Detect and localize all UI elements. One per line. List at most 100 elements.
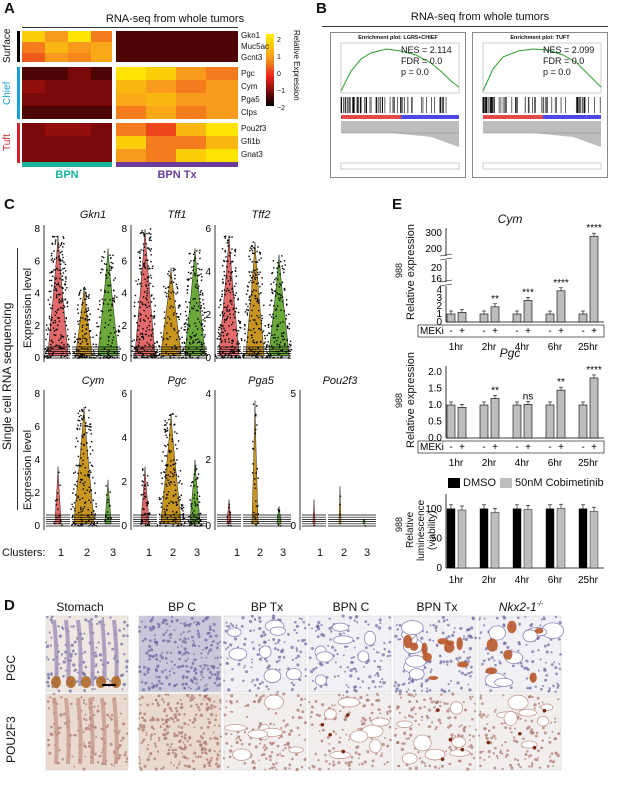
violin-point xyxy=(83,356,86,358)
gene-label: Pou2f3 xyxy=(241,124,267,133)
violin-point xyxy=(269,314,271,316)
histology-image xyxy=(478,693,562,771)
violin-point xyxy=(191,307,193,309)
heatmap-cell xyxy=(206,31,238,42)
violin-point xyxy=(85,338,88,341)
violin-point xyxy=(181,504,184,506)
violin-point xyxy=(160,336,163,338)
violin-point xyxy=(93,510,95,512)
violin-point xyxy=(61,335,64,338)
heatmap-cell xyxy=(22,80,45,93)
violin-point xyxy=(131,340,134,342)
violin-point xyxy=(62,272,65,274)
violin-point xyxy=(52,351,54,354)
violin-point xyxy=(59,259,62,261)
violin-point xyxy=(279,322,282,324)
violin-point xyxy=(106,356,109,358)
violin-point xyxy=(288,313,290,316)
violin-point xyxy=(235,356,237,358)
violin-point xyxy=(239,320,242,323)
violin-point xyxy=(104,519,106,522)
violin-point xyxy=(279,273,281,275)
violin-point xyxy=(163,491,165,493)
violin-ytick: 8 xyxy=(34,224,40,235)
violin-point xyxy=(169,484,171,486)
violin-point xyxy=(236,334,238,337)
violin-point xyxy=(194,479,197,481)
violin-point xyxy=(78,294,80,296)
violin-point xyxy=(166,427,168,429)
violin-point xyxy=(106,501,109,503)
violin-point xyxy=(220,328,222,330)
cym-ytick: 1 xyxy=(436,309,442,320)
violin-point xyxy=(231,287,233,289)
violin-point xyxy=(256,468,258,470)
violin-point xyxy=(190,336,193,338)
violin-point xyxy=(105,515,107,518)
violin-point xyxy=(84,467,87,469)
violin-point xyxy=(90,511,93,514)
violin-point xyxy=(266,334,268,337)
violin-point xyxy=(257,298,259,301)
violin-point xyxy=(81,330,84,332)
violin-point xyxy=(144,291,146,293)
violin-point xyxy=(182,349,184,351)
violin-point xyxy=(162,355,164,358)
violin-point xyxy=(142,508,144,510)
violin-point xyxy=(77,412,80,415)
violin-point xyxy=(52,322,55,324)
violin-point xyxy=(133,354,136,356)
violin-point xyxy=(148,267,151,269)
violin-point xyxy=(94,357,96,359)
heatmap-cell xyxy=(176,42,206,53)
heatmap-cell xyxy=(116,53,146,62)
violin-point xyxy=(203,325,206,327)
violin-point xyxy=(43,354,46,357)
violin-point xyxy=(165,445,167,448)
histology-image xyxy=(393,615,478,694)
violin-point xyxy=(142,338,145,340)
violin-point xyxy=(252,463,254,465)
violin-point xyxy=(192,260,195,262)
violin-point xyxy=(83,433,86,435)
violin-point xyxy=(78,415,81,418)
heatmap-cell xyxy=(146,80,176,93)
violin-point xyxy=(197,521,200,524)
violin-point xyxy=(286,339,288,341)
violin-point xyxy=(271,334,273,337)
violin-point xyxy=(168,270,170,273)
heatmap-cell xyxy=(176,93,206,106)
violin-point xyxy=(88,356,91,359)
violin-point xyxy=(80,414,82,417)
violin-point xyxy=(109,332,112,334)
violin-point xyxy=(90,471,92,474)
violin-point xyxy=(254,331,256,334)
violin-point xyxy=(57,243,60,245)
violin-point xyxy=(186,319,188,321)
violin-point xyxy=(164,475,166,478)
violin-point xyxy=(94,482,96,484)
violin-point xyxy=(181,350,184,353)
violin-point xyxy=(137,351,140,354)
violin-point xyxy=(109,299,111,301)
violin-point xyxy=(88,297,90,299)
violin-point xyxy=(174,274,176,276)
violin-point xyxy=(79,428,81,430)
violin-point xyxy=(48,329,50,331)
violin-point xyxy=(145,242,147,245)
violin-point xyxy=(276,292,278,294)
violin-point xyxy=(271,272,274,274)
violin-point xyxy=(280,284,282,286)
violin-point xyxy=(79,410,81,412)
violin-point xyxy=(223,321,226,323)
violin-point xyxy=(56,324,59,326)
violin-point xyxy=(245,303,247,305)
violin-point xyxy=(247,309,249,312)
violin-point xyxy=(52,275,54,277)
heatmap-cells xyxy=(22,31,238,162)
gsea-plot-2-stats: NES = 2.099 FDR = 0.0 p = 0.0 xyxy=(543,45,594,78)
violin-point xyxy=(198,517,201,520)
violin-point xyxy=(88,294,90,296)
